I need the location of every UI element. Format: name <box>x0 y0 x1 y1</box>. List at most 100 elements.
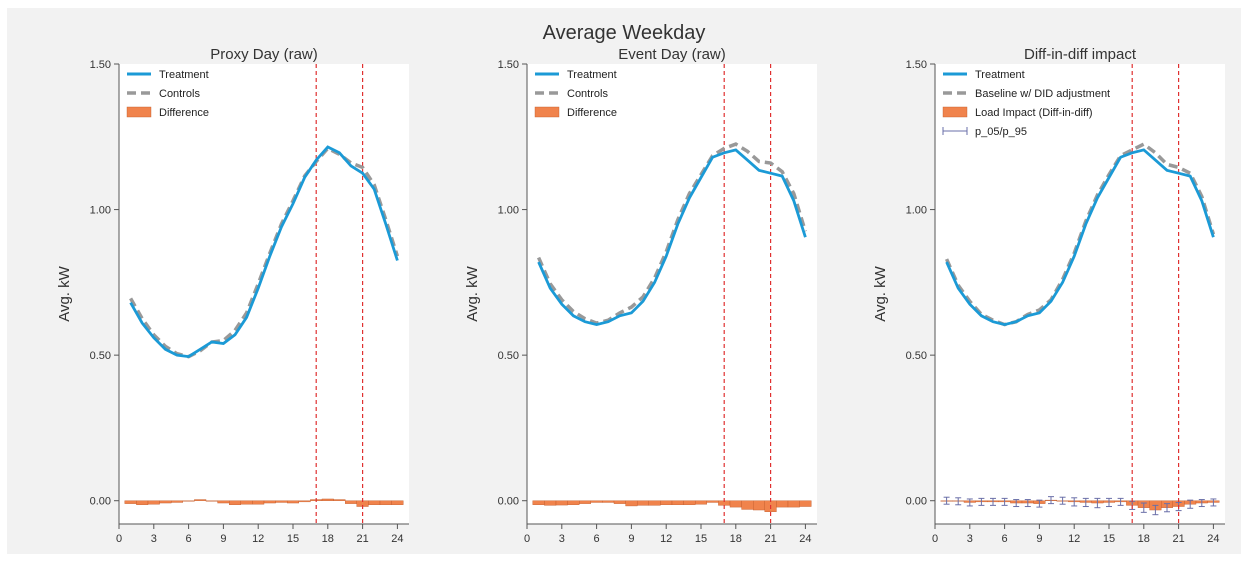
x-tick-label: 6 <box>186 533 192 545</box>
figure-suptitle: Average Weekday <box>542 22 706 44</box>
x-tick-label: 24 <box>1207 533 1219 545</box>
figure-frame: Average Weekday Proxy Day (raw) 0.00 0.50 1… <box>7 8 1241 554</box>
bar-mark <box>660 500 673 505</box>
bar-mark <box>170 500 183 503</box>
panel-title: Diff-in-diff impact <box>1024 46 1137 63</box>
x-tick-label: 6 <box>1002 533 1008 545</box>
bar-mark <box>683 500 696 505</box>
series-line-treatment <box>945 148 1215 327</box>
bar-mark <box>613 500 626 504</box>
legend-label: Treatment <box>567 69 617 81</box>
legend-swatch-bar <box>534 106 560 118</box>
series-line-control <box>129 146 400 359</box>
bar-mark <box>729 500 742 508</box>
legend-swatch-bar <box>942 106 968 118</box>
bar-mark <box>625 500 638 507</box>
bar-mark <box>182 500 195 502</box>
bar-mark <box>671 500 684 505</box>
series-line-treatment <box>537 148 807 327</box>
chart-panel-event-day: Event Day (raw) 0.00 0.50 1.00 1.50 0 3 6 9 12 15 1… <box>464 46 817 545</box>
panel-title: Event Day (raw) <box>618 46 726 63</box>
x-tick-label: 18 <box>1138 533 1150 545</box>
bar-mark <box>240 500 253 505</box>
legend-label: Treatment <box>159 69 209 81</box>
x-tick-label: 24 <box>799 533 811 545</box>
bar-mark <box>263 500 276 504</box>
x-tick-label: 9 <box>628 533 634 545</box>
y-tick-label: 1.00 <box>90 205 111 217</box>
bar-mark <box>275 500 288 503</box>
x-tick-label: 15 <box>287 533 299 545</box>
bar-mark <box>578 500 591 504</box>
legend-label: Treatment <box>975 69 1025 81</box>
legend-label: Difference <box>159 107 209 119</box>
x-tick-label: 3 <box>967 533 973 545</box>
plot-area <box>527 64 817 524</box>
legend-label: Difference <box>567 107 617 119</box>
legend-swatch-bar <box>126 106 152 118</box>
x-tick-label: 9 <box>1036 533 1042 545</box>
x-tick-label: 3 <box>559 533 565 545</box>
bar-mark <box>602 500 615 503</box>
y-tick-label: 0.00 <box>90 496 111 508</box>
bar-mark <box>298 500 311 503</box>
legend-label: Controls <box>567 88 608 100</box>
bar-mark <box>648 500 661 506</box>
bar-mark <box>368 500 381 505</box>
bar-mark <box>391 500 404 505</box>
x-tick-label: 18 <box>730 533 742 545</box>
y-tick-label: 1.50 <box>90 59 111 71</box>
bar-mark <box>799 500 812 507</box>
x-tick-label: 9 <box>220 533 226 545</box>
x-tick-label: 15 <box>1103 533 1115 545</box>
bar-mark <box>159 500 172 504</box>
series-line-control <box>536 142 808 325</box>
x-tick-label: 12 <box>660 533 672 545</box>
bar-mark <box>706 500 719 503</box>
bar-mark <box>205 500 218 502</box>
x-tick-label: 24 <box>391 533 403 545</box>
x-tick-label: 0 <box>116 533 122 545</box>
x-tick-label: 18 <box>322 533 334 545</box>
y-axis-label: Avg. kW <box>56 265 73 321</box>
bar-mark <box>136 500 149 505</box>
bar-mark <box>741 500 754 510</box>
chart-panel-diff-in-diff: Diff-in-diff impact 0.00 0.50 1.00 1.50 0 3 6 9 1… <box>872 46 1225 545</box>
bar-mark <box>286 500 299 504</box>
y-tick-label: 0.00 <box>498 496 519 508</box>
x-tick-label: 0 <box>524 533 530 545</box>
y-axis-label: Avg. kW <box>464 265 481 321</box>
bar-mark <box>252 500 265 505</box>
bar-mark <box>636 500 649 506</box>
bar-mark <box>544 500 557 506</box>
x-tick-label: 12 <box>1068 533 1080 545</box>
series-line-treatment <box>129 145 399 359</box>
bar-mark <box>228 500 241 505</box>
bar-mark <box>217 500 230 504</box>
bar-mark <box>555 500 568 506</box>
bar-mark <box>694 500 707 505</box>
x-tick-label: 12 <box>252 533 264 545</box>
bar-mark <box>753 500 766 511</box>
y-tick-label: 0.00 <box>906 496 927 508</box>
x-tick-label: 15 <box>695 533 707 545</box>
y-tick-label: 1.50 <box>906 59 927 71</box>
bar-mark <box>147 500 160 505</box>
bar-mark <box>194 499 207 501</box>
y-tick-label: 0.50 <box>906 350 927 362</box>
chart-panel-proxy-day: Proxy Day (raw) 0.00 0.50 1.00 1.50 0 3 6 9 12 15 1… <box>56 46 409 545</box>
bar-mark <box>776 500 789 508</box>
x-tick-label: 21 <box>356 533 368 545</box>
y-axis-label: Avg. kW <box>872 265 889 321</box>
bar-mark <box>345 500 358 504</box>
y-tick-label: 0.50 <box>90 350 111 362</box>
panel-title: Proxy Day (raw) <box>210 46 318 63</box>
legend-label: p_05/p_95 <box>975 126 1027 138</box>
x-tick-label: 21 <box>1172 533 1184 545</box>
y-tick-label: 1.00 <box>906 205 927 217</box>
bar-mark <box>124 500 137 504</box>
x-tick-label: 21 <box>764 533 776 545</box>
bar-mark <box>590 500 603 503</box>
y-tick-label: 1.50 <box>498 59 519 71</box>
x-tick-label: 0 <box>932 533 938 545</box>
